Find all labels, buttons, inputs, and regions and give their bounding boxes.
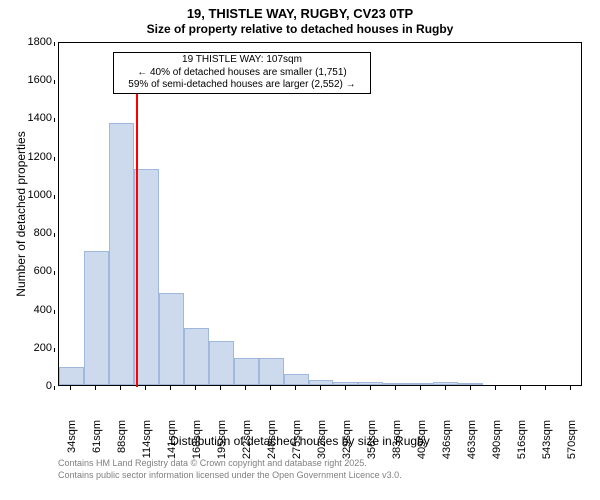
xtick-mark bbox=[495, 386, 496, 390]
xtick-mark bbox=[120, 386, 121, 390]
ytick-mark bbox=[54, 233, 55, 237]
histogram-bar bbox=[159, 293, 184, 385]
xtick-label: 463sqm bbox=[466, 420, 478, 470]
callout-line: 19 THISTLE WAY: 107sqm bbox=[116, 54, 368, 67]
xtick-label: 114sqm bbox=[141, 420, 153, 470]
xtick-mark bbox=[195, 386, 196, 390]
histogram-bar bbox=[333, 382, 358, 385]
xtick-mark bbox=[470, 386, 471, 390]
xtick-label: 356sqm bbox=[366, 420, 378, 470]
callout-box: 19 THISTLE WAY: 107sqm← 40% of detached … bbox=[113, 52, 371, 94]
xtick-mark bbox=[170, 386, 171, 390]
histogram-bar bbox=[209, 341, 234, 385]
xtick-label: 329sqm bbox=[341, 420, 353, 470]
ytick-mark bbox=[54, 195, 55, 199]
xtick-label: 490sqm bbox=[491, 420, 503, 470]
xtick-label: 61sqm bbox=[91, 420, 103, 470]
subject-marker-line bbox=[136, 71, 138, 387]
ytick-mark bbox=[54, 310, 55, 314]
xtick-mark bbox=[370, 386, 371, 390]
ytick-label: 800 bbox=[34, 227, 52, 239]
ytick-label: 1600 bbox=[28, 74, 52, 86]
histogram-bar bbox=[358, 382, 383, 385]
ytick-label: 1000 bbox=[28, 189, 52, 201]
ytick-mark bbox=[54, 42, 55, 46]
histogram-bar bbox=[458, 383, 483, 385]
ytick-mark bbox=[54, 157, 55, 161]
ytick-label: 1400 bbox=[28, 112, 52, 124]
histogram-bar bbox=[84, 251, 109, 385]
xtick-mark bbox=[395, 386, 396, 390]
xtick-label: 88sqm bbox=[116, 420, 128, 470]
xtick-mark bbox=[545, 386, 546, 390]
ytick-label: 1200 bbox=[28, 151, 52, 163]
ytick-label: 0 bbox=[46, 380, 52, 392]
histogram-bar bbox=[234, 358, 259, 385]
xtick-mark bbox=[145, 386, 146, 390]
histogram-bar bbox=[433, 382, 458, 385]
xtick-mark bbox=[345, 386, 346, 390]
xtick-mark bbox=[270, 386, 271, 390]
histogram-bar bbox=[309, 380, 334, 385]
xtick-label: 222sqm bbox=[241, 420, 253, 470]
histogram-bar bbox=[284, 374, 309, 385]
xtick-label: 34sqm bbox=[66, 420, 78, 470]
ytick-mark bbox=[54, 348, 55, 352]
xtick-label: 302sqm bbox=[316, 420, 328, 470]
xtick-mark bbox=[520, 386, 521, 390]
xtick-label: 516sqm bbox=[516, 420, 528, 470]
xtick-label: 543sqm bbox=[541, 420, 553, 470]
ytick-label: 600 bbox=[34, 265, 52, 277]
ytick-label: 200 bbox=[34, 342, 52, 354]
xtick-mark bbox=[220, 386, 221, 390]
xtick-mark bbox=[420, 386, 421, 390]
ytick-label: 1800 bbox=[28, 36, 52, 48]
xtick-mark bbox=[445, 386, 446, 390]
callout-line: 59% of semi-detached houses are larger (… bbox=[116, 79, 368, 92]
y-axis-label: Number of detached properties bbox=[14, 42, 28, 386]
plot-area: 19 THISTLE WAY: 107sqm← 40% of detached … bbox=[58, 42, 582, 386]
xtick-mark bbox=[70, 386, 71, 390]
ytick-label: 400 bbox=[34, 304, 52, 316]
chart-title: 19, THISTLE WAY, RUGBY, CV23 0TP bbox=[0, 6, 600, 21]
histogram-bar bbox=[109, 123, 134, 385]
ytick-mark bbox=[54, 271, 55, 275]
ytick-mark bbox=[54, 386, 55, 390]
xtick-label: 141sqm bbox=[166, 420, 178, 470]
histogram-bar bbox=[259, 358, 284, 385]
xtick-label: 409sqm bbox=[416, 420, 428, 470]
xtick-label: 436sqm bbox=[441, 420, 453, 470]
xtick-mark bbox=[320, 386, 321, 390]
xtick-mark bbox=[245, 386, 246, 390]
ytick-mark bbox=[54, 80, 55, 84]
ytick-mark bbox=[54, 118, 55, 122]
callout-line: ← 40% of detached houses are smaller (1,… bbox=[116, 67, 368, 80]
xtick-label: 168sqm bbox=[191, 420, 203, 470]
xtick-label: 570sqm bbox=[566, 420, 578, 470]
xtick-mark bbox=[95, 386, 96, 390]
credits-line-2: Contains public sector information licen… bbox=[58, 470, 402, 481]
histogram-bar bbox=[383, 383, 408, 385]
histogram-bar bbox=[184, 328, 209, 385]
chart-subtitle: Size of property relative to detached ho… bbox=[0, 22, 600, 36]
histogram-bar bbox=[59, 367, 84, 385]
xtick-label: 275sqm bbox=[291, 420, 303, 470]
xtick-mark bbox=[295, 386, 296, 390]
xtick-label: 195sqm bbox=[216, 420, 228, 470]
xtick-mark bbox=[570, 386, 571, 390]
histogram-bar bbox=[408, 383, 433, 385]
xtick-label: 248sqm bbox=[266, 420, 278, 470]
xtick-label: 383sqm bbox=[391, 420, 403, 470]
